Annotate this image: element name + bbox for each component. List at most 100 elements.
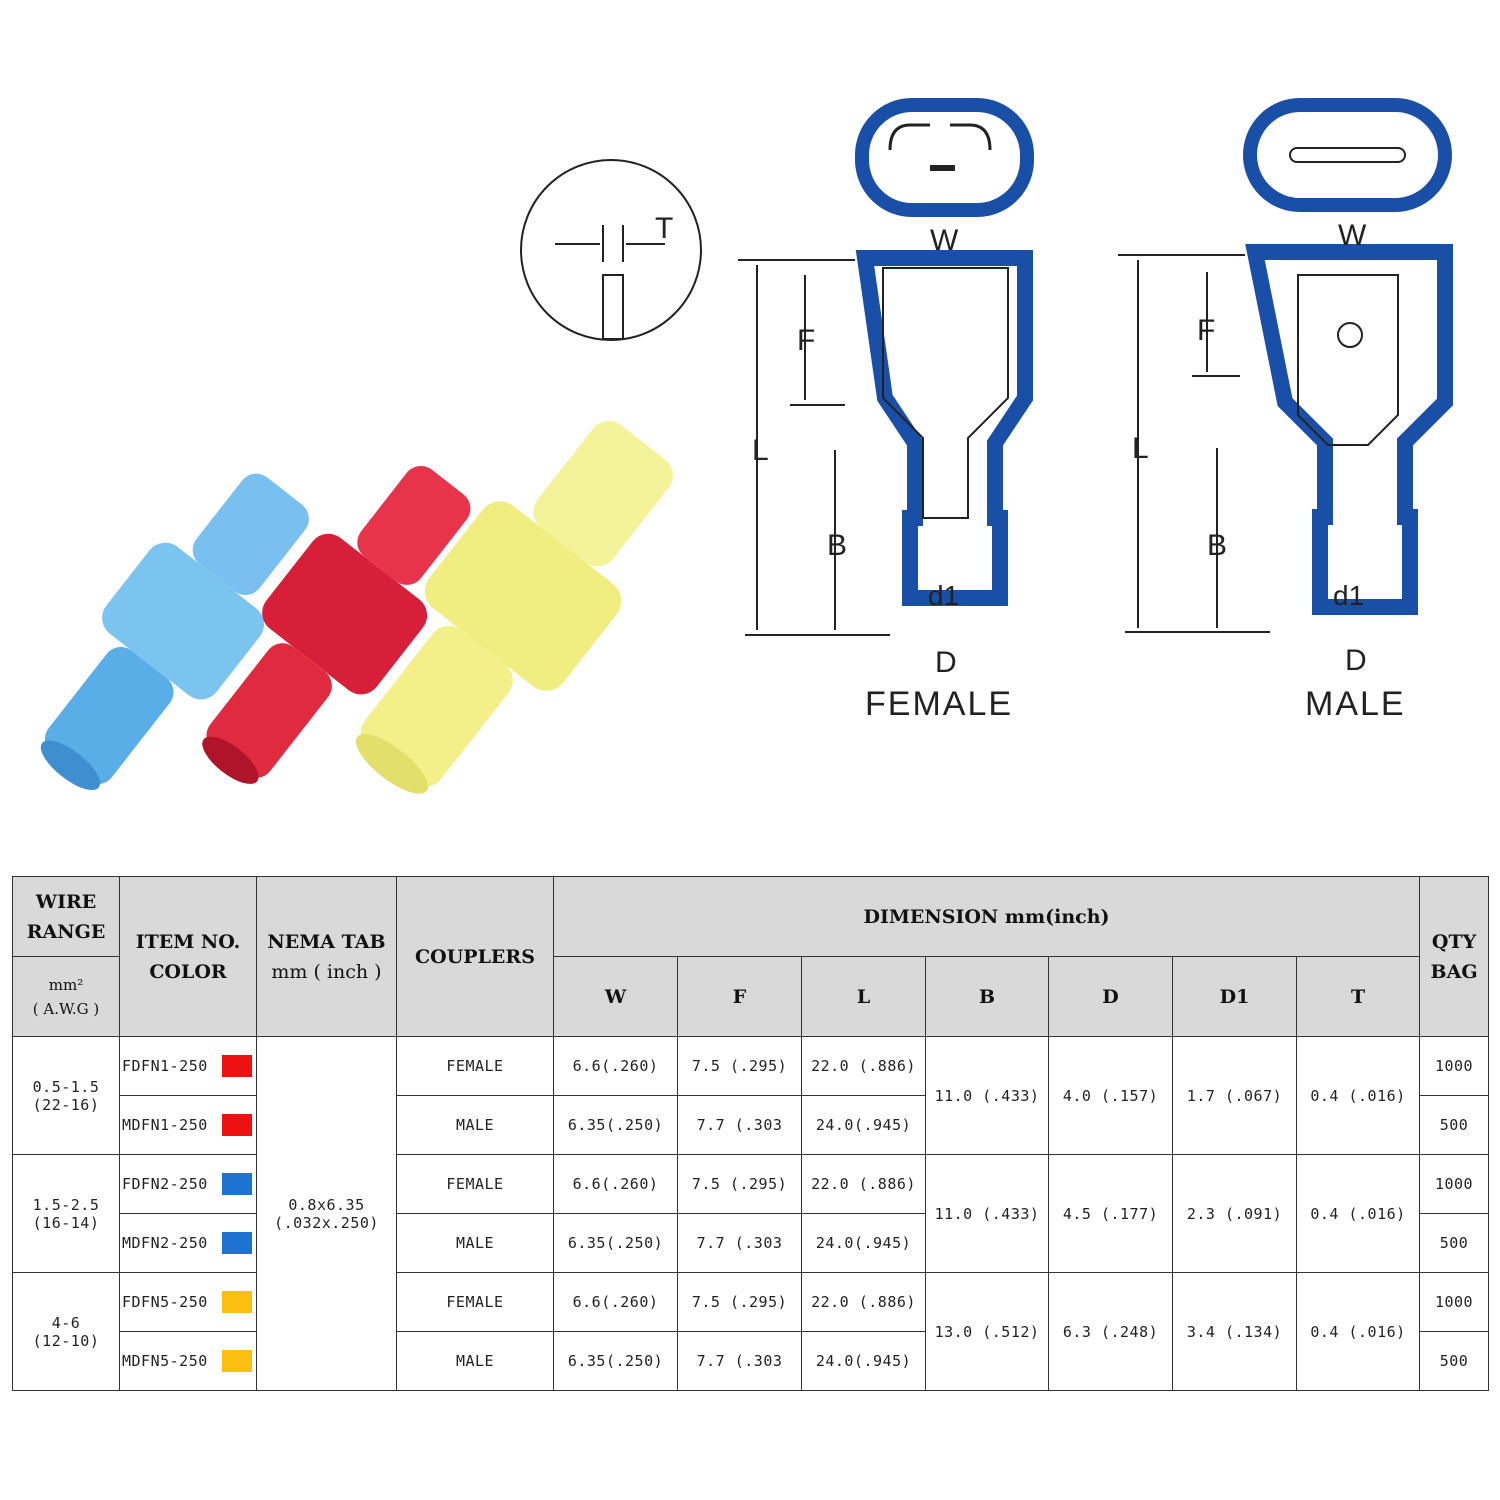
item-number: MDFN2-250 (122, 1234, 208, 1252)
dim-l-cell: 24.0(.945) (801, 1331, 926, 1391)
coupler-cell: MALE (396, 1213, 554, 1273)
item-number: FDFN2-250 (122, 1175, 208, 1193)
table-row: MDFN5-250 MALE 6.35(.250) 7.7 (.303 24.0(.94… (13, 1331, 1490, 1391)
label-t: T (655, 212, 673, 245)
coupler-cell: FEMALE (396, 1036, 554, 1096)
color-swatch (222, 1232, 252, 1254)
red-connector (202, 465, 471, 784)
label-f-female: F (797, 324, 815, 357)
dim-b-cell: 11.0 (.433) (925, 1154, 1049, 1273)
item-cell: FDFN2-250 (119, 1154, 257, 1214)
table-row: MDFN1-250 MALE 6.35(.250) 7.7 (.303 24.0(.94… (13, 1095, 1490, 1155)
label-l-male: L (1132, 432, 1149, 465)
header-couplers: COUPLERS (396, 876, 554, 1037)
yellow-connector (355, 420, 673, 794)
item-number: MDFN5-250 (122, 1352, 208, 1370)
product-illustration: T W F L B d1 D FEMALE W F L B d1 D (40, 98, 1453, 794)
label-w-female: W (930, 224, 959, 257)
dim-d-cell: 4.5 (.177) (1048, 1154, 1173, 1273)
dim-t-cell: 0.4 (.016) (1295, 1272, 1421, 1391)
dim-f-cell: 7.5 (.295) (677, 1036, 802, 1096)
header-dim-d1: D1 (1172, 956, 1297, 1037)
dim-w-cell: 6.6(.260) (553, 1272, 678, 1332)
label-l-female: L (752, 434, 769, 467)
header-dimension: DIMENSION mm(inch) (552, 876, 1421, 957)
color-swatch (222, 1055, 252, 1077)
dim-d1-cell: 2.3 (.091) (1172, 1154, 1297, 1273)
label-b-female: B (827, 529, 847, 562)
header-dim-f: F (677, 956, 802, 1037)
color-swatch (222, 1291, 252, 1313)
dim-d1-cell: 3.4 (.134) (1172, 1272, 1297, 1391)
header-dim-l: L (801, 956, 926, 1037)
dim-l-cell: 24.0(.945) (801, 1213, 926, 1273)
table-row: 1.5-2.5 (16-14) FDFN2-250 FEMALE 6.6(.260) 7.… (12, 1154, 1490, 1273)
qty-cell: 1000 (1419, 1154, 1490, 1214)
nema-tab-cell: 0.8x6.35 (.032x.250) (256, 1036, 397, 1391)
color-swatch (222, 1114, 252, 1136)
dim-l-cell: 24.0(.945) (801, 1095, 926, 1155)
coupler-cell: FEMALE (396, 1272, 554, 1332)
dim-b-cell: 13.0 (.512) (925, 1272, 1049, 1391)
label-d-male: D (1345, 644, 1367, 677)
male-title: MALE (1305, 685, 1406, 723)
coupler-cell: FEMALE (396, 1154, 554, 1214)
coupler-cell: MALE (396, 1331, 554, 1391)
dim-d-cell: 6.3 (.248) (1048, 1272, 1173, 1391)
female-title: FEMALE (865, 685, 1013, 723)
table-row: 4-6 (12-10) FDFN5-250 FEMALE 6.6(.260) 7.5 (.… (12, 1272, 1490, 1391)
header-dim-d: D (1048, 956, 1173, 1037)
dim-t-cell: 0.4 (.016) (1295, 1036, 1421, 1155)
header-item: ITEM NO. COLOR (119, 876, 257, 1037)
dim-d-cell: 4.0 (.157) (1048, 1036, 1173, 1155)
item-cell: MDFN1-250 (119, 1095, 257, 1155)
male-diagram: W F L B d1 D MALE (1118, 98, 1453, 723)
color-swatch (222, 1173, 252, 1195)
label-d1-male: d1 (1333, 580, 1364, 611)
dim-f-cell: 7.7 (.303 (677, 1095, 802, 1155)
dim-w-cell: 6.35(.250) (553, 1331, 678, 1391)
dim-d1-cell: 1.7 (.067) (1172, 1036, 1297, 1155)
spec-table: WIRE RANGE ITEM NO. COLOR NEMA TAB mm ( inc… (12, 876, 1490, 1391)
header-nema: NEMA TAB mm ( inch ) (256, 876, 397, 1037)
dim-l-cell: 22.0 (.886) (801, 1272, 926, 1332)
dim-w-cell: 6.35(.250) (553, 1213, 678, 1273)
item-number: FDFN5-250 (122, 1293, 208, 1311)
coupler-cell: MALE (396, 1095, 554, 1155)
header-wire-range: WIRE RANGE (12, 876, 120, 957)
item-cell: MDFN2-250 (119, 1213, 257, 1273)
item-cell: FDFN1-250 (119, 1036, 257, 1096)
label-d1-female: d1 (928, 580, 959, 611)
wire-range-cell: 1.5-2.5 (16-14) (12, 1154, 120, 1273)
qty-cell: 1000 (1419, 1036, 1490, 1096)
dim-b-cell: 11.0 (.433) (925, 1036, 1049, 1155)
item-cell: FDFN5-250 (119, 1272, 257, 1332)
header-wire-unit: mm²( A.W.G ) (12, 956, 120, 1037)
blue-connector (40, 473, 309, 791)
dim-f-cell: 7.5 (.295) (677, 1272, 802, 1332)
item-number: FDFN1-250 (122, 1057, 208, 1075)
qty-cell: 1000 (1419, 1272, 1490, 1332)
dim-w-cell: 6.6(.260) (553, 1036, 678, 1096)
dim-l-cell: 22.0 (.886) (801, 1154, 926, 1214)
dim-t-cell: 0.4 (.016) (1295, 1154, 1421, 1273)
header-dim-t: T (1295, 956, 1421, 1037)
item-number: MDFN1-250 (122, 1116, 208, 1134)
header-qty: QTY BAG (1419, 876, 1490, 1037)
dim-f-cell: 7.5 (.295) (677, 1154, 802, 1214)
dim-w-cell: 6.6(.260) (553, 1154, 678, 1214)
qty-cell: 500 (1419, 1095, 1490, 1155)
thickness-detail: T (520, 159, 702, 341)
item-cell: MDFN5-250 (119, 1331, 257, 1391)
dim-f-cell: 7.7 (.303 (677, 1213, 802, 1273)
table-row: 0.5-1.5 (22-16) FDFN1-250 0.8x6.35 (.032x.25… (12, 1036, 1490, 1391)
female-diagram: W F L B d1 D FEMALE (738, 98, 1034, 723)
label-w-male: W (1338, 219, 1367, 252)
header-dim-w: W (553, 956, 678, 1037)
header-dim-b: B (925, 956, 1049, 1037)
wire-range-cell: 0.5-1.5 (22-16) (12, 1036, 120, 1155)
color-swatch (222, 1350, 252, 1372)
table-row: MDFN2-250 MALE 6.35(.250) 7.7 (.303 24.0(.94… (13, 1213, 1490, 1273)
wire-range-cell: 4-6 (12-10) (12, 1272, 120, 1391)
qty-cell: 500 (1419, 1331, 1490, 1391)
